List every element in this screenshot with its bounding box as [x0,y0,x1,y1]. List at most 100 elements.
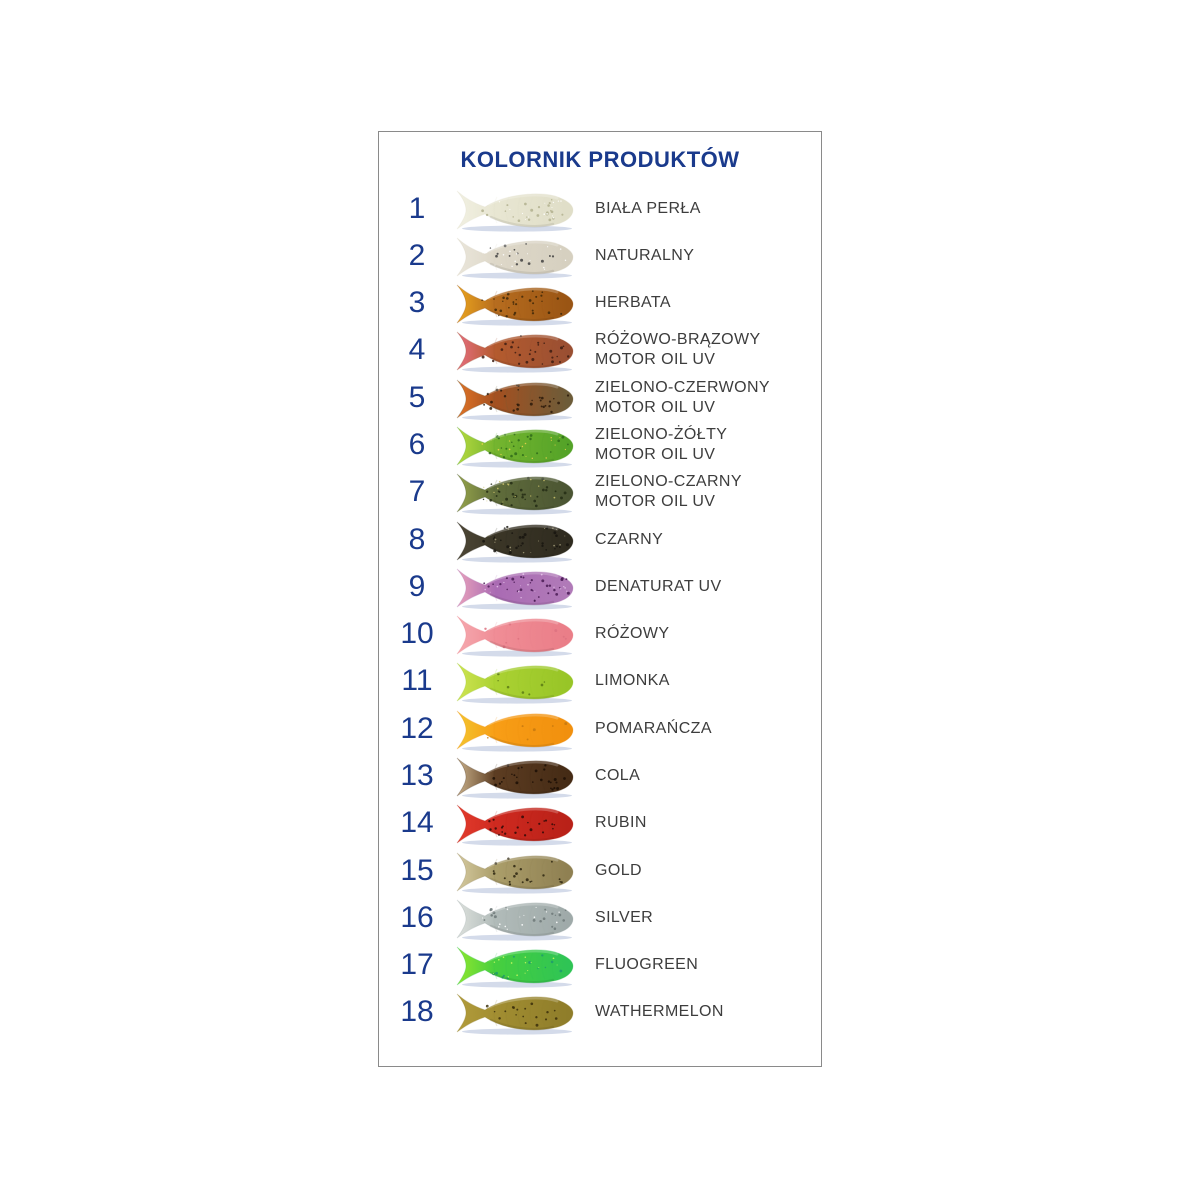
color-row: 1 BIAŁA PERŁA [379,185,821,232]
lure-image [456,474,574,515]
lure-shadow [462,225,572,232]
color-row: 10 RÓŻOWY [379,611,821,658]
lure-shadow [462,508,572,515]
row-number: 15 [400,853,434,887]
lure-image-wrap [447,611,583,657]
row-number: 1 [408,191,426,225]
row-number: 5 [408,380,426,414]
row-number: 8 [408,522,426,556]
color-row: 18 WATHERMELON [379,989,821,1036]
color-row: 7 ZIELONO-CZARNY MOTOR OIL UV [379,469,821,516]
lure-image-wrap [447,233,583,279]
color-rows: 1 BIAŁA PERŁA 2 [379,185,821,1036]
lure-shadow [462,319,572,326]
lure-image [456,710,574,752]
lure-image [456,332,574,374]
lure-image-wrap [447,989,583,1036]
color-name-label: RÓŻOWO-BRĄZOWY MOTOR OIL UV [595,331,761,369]
color-row: 15 GOLD [379,847,821,894]
lure-image-wrap [447,706,583,752]
lure-image [456,615,574,657]
lure-image [456,946,574,988]
lure-shadow [462,556,572,563]
color-row: 16 SILVER [379,894,821,941]
color-name-label: ZIELONO-CZARNY MOTOR OIL UV [595,473,742,511]
color-name-label: HERBATA [595,294,671,312]
color-row: 9 DENATURAT UV [379,563,821,610]
color-row: 13 COLA [379,752,821,799]
lure-shadow [462,367,572,374]
lure-shadow [462,650,572,657]
lure-image [456,284,574,326]
color-name-label: DENATURAT UV [595,577,722,595]
row-number: 18 [400,995,434,1029]
lure-image-wrap [447,280,583,326]
lure-shadow [462,981,572,988]
row-number: 14 [400,806,434,840]
color-name-label: FLUOGREEN [595,956,699,974]
color-row: 12 POMARAŃCZA [379,705,821,752]
color-name-label: LIMONKA [595,672,670,690]
lure-shadow [462,414,572,421]
row-number: 4 [408,333,426,367]
row-number: 3 [408,286,426,320]
color-row: 11 LIMONKA [379,658,821,705]
lure-image [456,521,574,563]
lure-shadow [462,887,572,894]
lure-image [456,190,574,232]
lure-image-wrap [447,800,583,846]
lure-image [456,804,574,846]
lure-image [456,899,574,941]
color-row: 17 FLUOGREEN [379,942,821,989]
color-name-label: POMARAŃCZA [595,719,712,737]
lure-image-wrap [447,895,583,941]
lure-shadow [462,745,572,752]
lure-image [456,237,574,279]
row-number: 9 [408,569,426,603]
color-name-label: NATURALNY [595,246,695,264]
lure-image-wrap [447,469,583,515]
lure-shadow [462,1029,572,1036]
lure-shadow [462,792,572,799]
row-number: 11 [401,664,433,698]
lure-image-wrap [447,375,583,421]
lure-image [456,852,574,894]
color-name-label: WATHERMELON [595,1003,724,1021]
lure-image-wrap [447,517,583,563]
lure-image-wrap [447,942,583,988]
lure-shadow [462,934,572,941]
lure-image [456,757,574,799]
color-row: 3 HERBATA [379,280,821,327]
color-name-label: COLA [595,767,641,785]
color-name-label: SILVER [595,908,654,926]
lure-image-wrap [447,658,583,705]
row-number: 12 [400,711,434,745]
color-name-label: RÓŻOWY [595,625,670,643]
lure-image-wrap [447,422,583,468]
lure-image-wrap [447,564,583,610]
color-name-label: CZARNY [595,530,664,548]
row-number: 17 [400,948,434,982]
lure-image [456,379,574,421]
color-row: 8 CZARNY [379,516,821,563]
color-name-label: GOLD [595,861,642,879]
lure-image-wrap [447,327,583,374]
lure-shadow [462,461,572,468]
row-number: 6 [408,428,426,462]
row-number: 10 [400,617,434,651]
lure-image [456,426,574,468]
color-name-label: ZIELONO-CZERWONY MOTOR OIL UV [595,378,771,416]
color-name-label: BIAŁA PERŁA [595,199,701,217]
color-row: 14 RUBIN [379,800,821,847]
lure-shadow [462,698,572,705]
row-number: 2 [408,238,426,272]
row-number: 7 [408,475,426,509]
row-number: 16 [400,900,434,934]
lure-image [456,663,574,705]
color-row: 2 NATURALNY [379,232,821,279]
color-row: 5 ZIELONO-CZERWONY MOTOR OIL UV [379,374,821,421]
lure-image-wrap [447,848,583,894]
lure-image [456,994,574,1036]
lure-image-wrap [447,753,583,799]
chart-title: KOLORNIK PRODUKTÓW [460,147,740,172]
